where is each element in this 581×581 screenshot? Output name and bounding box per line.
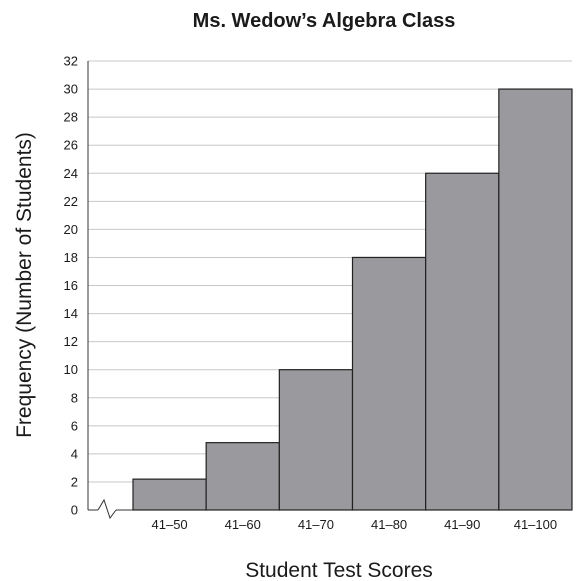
y-tick-label: 2 bbox=[71, 474, 78, 489]
y-tick-label: 30 bbox=[64, 82, 78, 97]
y-tick-label: 20 bbox=[64, 222, 78, 237]
x-tick-label: 41–60 bbox=[225, 517, 261, 532]
y-tick-label: 8 bbox=[71, 390, 78, 405]
bar-3 bbox=[278, 369, 354, 511]
y-tick-label: 26 bbox=[64, 138, 78, 153]
x-tick-label: 41–90 bbox=[444, 517, 480, 532]
y-tick-label: 18 bbox=[64, 250, 78, 265]
y-tick-label: 0 bbox=[71, 503, 78, 518]
axis-break-symbol bbox=[97, 498, 117, 520]
y-tick-label: 28 bbox=[64, 110, 78, 125]
y-tick-label: 22 bbox=[64, 194, 78, 209]
bar-6 bbox=[498, 88, 573, 511]
bar-1 bbox=[132, 478, 207, 511]
bar-2 bbox=[205, 442, 280, 511]
x-axis-label: Student Test Scores bbox=[245, 559, 433, 581]
y-tick-label: 4 bbox=[71, 446, 78, 461]
x-tick-label: 41–50 bbox=[152, 517, 188, 532]
y-axis-label: Frequency (Number of Students) bbox=[13, 132, 36, 438]
x-tick-labels: 41–50 41–60 41–70 41–80 41–90 41–100 bbox=[152, 517, 558, 532]
y-tick-label: 14 bbox=[64, 306, 78, 321]
bar-4 bbox=[351, 256, 427, 511]
y-tick-label: 16 bbox=[64, 278, 78, 293]
y-tick-label: 12 bbox=[64, 334, 78, 349]
y-tick-label: 24 bbox=[64, 166, 78, 181]
x-tick-label: 41–80 bbox=[371, 517, 407, 532]
y-tick-label: 10 bbox=[64, 362, 78, 377]
x-tick-label: 41–100 bbox=[514, 517, 557, 532]
bar-5 bbox=[425, 172, 500, 511]
y-tick-label: 6 bbox=[71, 418, 78, 433]
y-tick-label: 32 bbox=[64, 54, 78, 69]
chart-title: Ms. Wedow’s Algebra Class bbox=[193, 10, 456, 32]
bars bbox=[132, 88, 573, 511]
x-tick-label: 41–70 bbox=[298, 517, 334, 532]
